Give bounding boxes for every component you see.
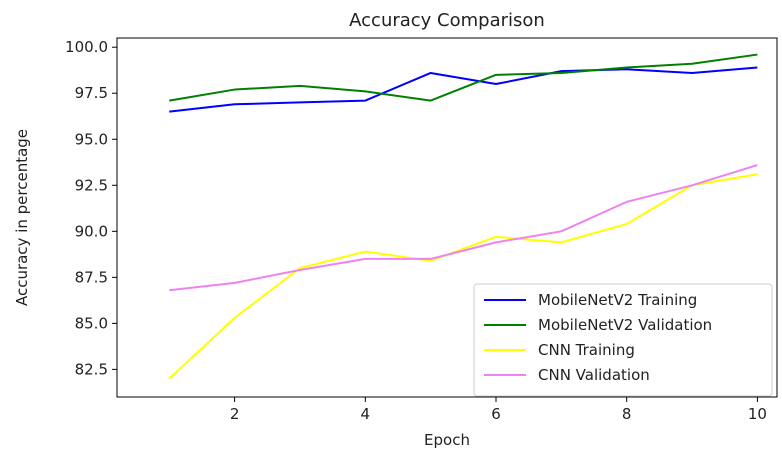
plot-frame: [116, 37, 778, 398]
y-axis: 82.5 85.0 87.5 90.0 92.5 95.0 97.5 100.0: [65, 38, 117, 378]
legend-box: [473, 283, 773, 397]
series-line-1: [169, 66, 758, 113]
y-tick-label: 92.5: [75, 176, 108, 194]
y-tick-label: 100.0: [65, 38, 108, 56]
x-tick-label: 4: [361, 405, 371, 423]
y-tick-label: 87.5: [75, 268, 108, 286]
y-tick-label: 82.5: [75, 360, 108, 378]
y-tick-label: 85.0: [75, 314, 108, 332]
series-line-3: [168, 173, 758, 380]
x-tick-label: 8: [622, 405, 632, 423]
y-tick-label: 97.5: [75, 84, 108, 102]
x-tick-label: 10: [748, 405, 767, 423]
x-axis-label: Epoch: [424, 431, 470, 449]
y-axis-label: Accuracy in percentage: [13, 129, 31, 306]
y-tick-label: 95.0: [75, 130, 108, 148]
series-line-2: [169, 53, 758, 102]
chart-title: Accuracy Comparison: [349, 10, 545, 31]
legend-label-4: CNN Validation: [538, 366, 650, 384]
x-axis: 2 4 6 8 10: [230, 397, 767, 423]
legend: MobileNetV2 Training MobileNetV2 Validati…: [473, 283, 773, 397]
legend-label-2: MobileNetV2 Validation: [538, 316, 712, 334]
y-tick-label: 90.0: [75, 222, 108, 240]
legend-label-3: CNN Training: [538, 341, 635, 359]
legend-label-1: MobileNetV2 Training: [538, 291, 697, 309]
series-lines: [168, 53, 758, 380]
series-line-4: [169, 164, 758, 292]
x-tick-label: 2: [230, 405, 240, 423]
x-tick-label: 6: [491, 405, 501, 423]
